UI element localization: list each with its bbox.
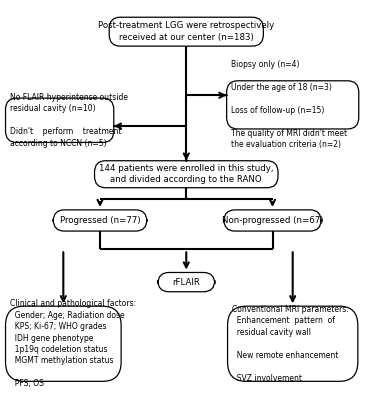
Text: Non-progressed (n=67): Non-progressed (n=67) xyxy=(222,216,323,225)
FancyBboxPatch shape xyxy=(227,81,359,129)
FancyBboxPatch shape xyxy=(109,17,263,46)
FancyBboxPatch shape xyxy=(6,98,114,142)
FancyBboxPatch shape xyxy=(158,272,215,292)
Text: Progressed (n=77): Progressed (n=77) xyxy=(60,216,140,225)
Text: Clinical and pathological factors:
  Gender; Age; Radiation dose
  KPS; Ki-67; W: Clinical and pathological factors: Gende… xyxy=(10,299,136,388)
Text: Conventional MRI parameters:
  Enhancement  pattern  of
  residual cavity wall

: Conventional MRI parameters: Enhancement… xyxy=(232,305,349,383)
FancyBboxPatch shape xyxy=(224,210,321,231)
FancyBboxPatch shape xyxy=(227,306,358,381)
Text: Post-treatment LGG were retrospectively
received at our center (n=183): Post-treatment LGG were retrospectively … xyxy=(98,22,274,42)
Text: No FLAIR hyperintense outside
residual cavity (n=10)

Didn't    perform    treat: No FLAIR hyperintense outside residual c… xyxy=(10,93,128,148)
FancyBboxPatch shape xyxy=(6,306,121,381)
Text: Biopsy only (n=4)

Under the age of 18 (n=3)

Loss of follow-up (n=15)

The qual: Biopsy only (n=4) Under the age of 18 (n… xyxy=(231,60,347,150)
FancyBboxPatch shape xyxy=(94,161,278,188)
Text: rFLAIR: rFLAIR xyxy=(172,278,200,287)
FancyBboxPatch shape xyxy=(53,210,147,231)
Text: 144 patients were enrolled in this study,
and divided according to the RANO: 144 patients were enrolled in this study… xyxy=(99,164,274,184)
